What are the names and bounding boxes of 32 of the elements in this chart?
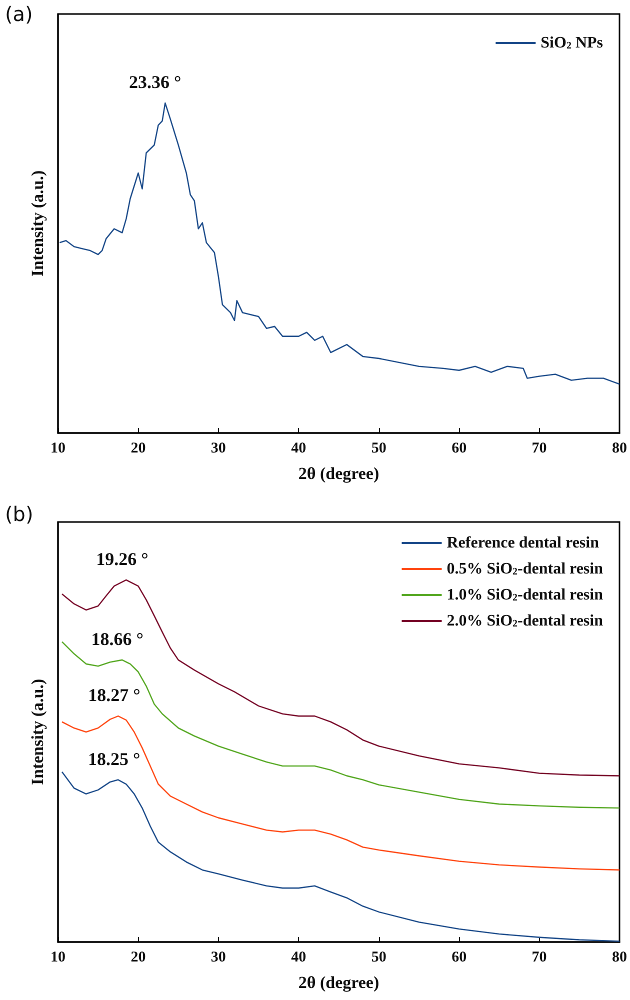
x-tick-label: 50 (371, 440, 386, 456)
x-axis-title: 2θ (degree) (298, 973, 380, 992)
text: (b) (5, 502, 34, 526)
legend-label: SiO2 NPs (540, 34, 604, 52)
x-tick-label: 10 (50, 950, 66, 966)
x-tick-label: 60 (452, 950, 467, 966)
legend-label: 0.5% SiO2-dental resin (446, 560, 604, 578)
annotation: 18.25 ° (88, 748, 140, 769)
legend-label: 1.0% SiO2-dental resin (446, 586, 604, 604)
x-tick-label: 70 (532, 440, 547, 456)
x-tick-label: 20 (130, 440, 146, 456)
x-tick-label: 80 (612, 440, 627, 456)
legend-label: 2.0% SiO2-dental resin (446, 612, 604, 630)
annotation: 18.27 ° (88, 685, 140, 706)
x-tick-label: 30 (210, 440, 226, 456)
x-tick-label: 10 (50, 440, 66, 456)
x-tick-label: 40 (291, 440, 306, 456)
x-tick-label: 70 (532, 950, 547, 966)
x-tick-label: 80 (612, 950, 627, 966)
x-tick-label: 50 (371, 950, 386, 966)
annotation: 19.26 ° (96, 548, 148, 569)
legend-label: Reference dental resin (446, 534, 600, 552)
x-tick-label: 60 (452, 440, 467, 456)
y-axis-title: Intensity (a.u.) (28, 170, 47, 277)
annotation: 18.66 ° (91, 628, 144, 649)
x-axis-title: 2θ (degree) (298, 464, 380, 483)
x-tick-label: 30 (210, 950, 226, 966)
y-axis-title: Intensity (a.u.) (28, 678, 47, 786)
x-tick-label: 20 (130, 950, 146, 966)
x-tick-label: 40 (291, 950, 306, 966)
text: (a) (5, 2, 33, 26)
annotation: 23.36 ° (128, 72, 182, 92)
